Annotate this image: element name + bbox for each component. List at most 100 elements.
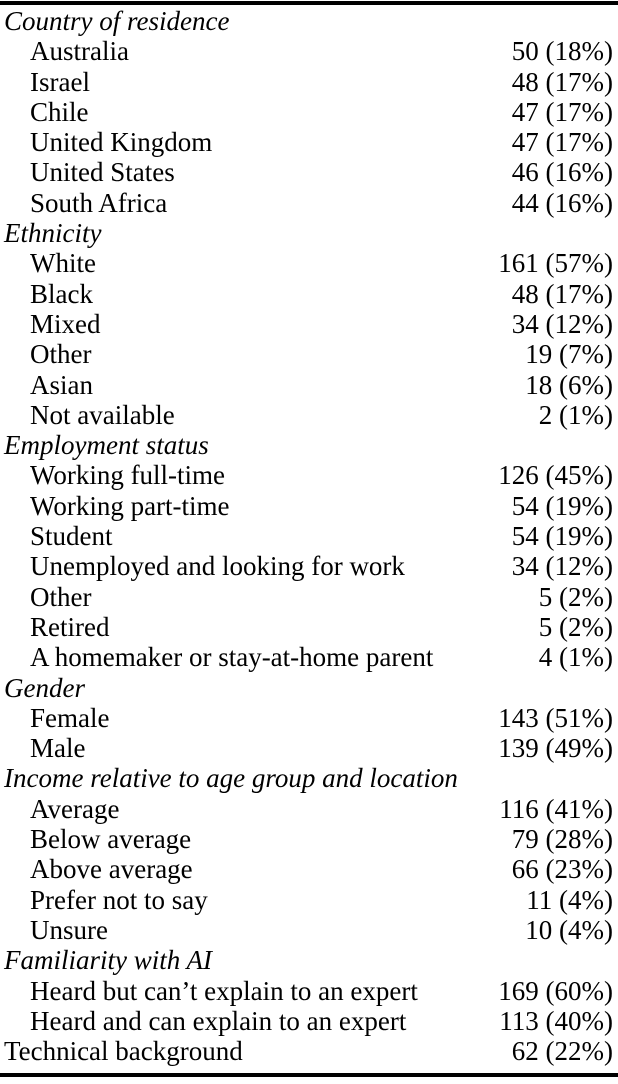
- row-value: 5 (2%): [538, 611, 613, 642]
- table-row: Not available 2 (1%): [4, 400, 613, 430]
- row-label: Prefer not to say: [30, 884, 208, 915]
- table-row: A homemaker or stay-at-home parent 4 (1%): [4, 642, 613, 672]
- row-label: Black: [30, 278, 93, 309]
- row-label: United States: [30, 157, 175, 188]
- row-label: Asian: [30, 369, 93, 400]
- table-row: Below average 79 (28%): [4, 824, 613, 854]
- row-label: Student: [30, 521, 113, 552]
- section-header-label: Employment status: [4, 430, 209, 461]
- table-row: Female 143 (51%): [4, 703, 613, 733]
- table-top-rule: [0, 1, 618, 5]
- row-value: 34 (12%): [511, 551, 613, 582]
- section-header-row: Familiarity with AI: [4, 945, 613, 975]
- row-value: 48 (17%): [511, 66, 613, 97]
- table-row: Unsure 10 (4%): [4, 915, 613, 945]
- row-value: 18 (6%): [525, 369, 613, 400]
- row-value: 113 (40%): [499, 1005, 613, 1036]
- table-row: Student 54 (19%): [4, 521, 613, 551]
- table-bottom-rule: [0, 1073, 618, 1077]
- section-header-label: Familiarity with AI: [4, 945, 212, 976]
- row-label: Working full-time: [30, 460, 226, 491]
- section-header-label: Technical background: [4, 1036, 243, 1067]
- row-value: 34 (12%): [511, 308, 613, 339]
- row-value: 169 (60%): [498, 975, 613, 1006]
- section-header-label: Country of residence: [4, 6, 230, 36]
- table-row: Prefer not to say 11 (4%): [4, 885, 613, 915]
- table-row: South Africa 44 (16%): [4, 188, 613, 218]
- row-label: Heard and can explain to an expert: [30, 1005, 407, 1036]
- row-label: Chile: [30, 96, 89, 127]
- row-value: 10 (4%): [525, 914, 613, 945]
- row-label: Below average: [30, 824, 192, 855]
- row-value: 143 (51%): [498, 702, 613, 733]
- row-value: 48 (17%): [511, 278, 613, 309]
- table-row: Retired 5 (2%): [4, 612, 613, 642]
- table-row: Black 48 (17%): [4, 279, 613, 309]
- table-row: Heard and can explain to an expert 113 (4…: [4, 1006, 613, 1036]
- table-row: Unemployed and looking for work 34 (12%): [4, 551, 613, 581]
- row-value: 2 (1%): [538, 399, 613, 430]
- section-header-row: Country of residence: [4, 6, 613, 36]
- section-header-label: Income relative to age group and locatio…: [4, 763, 458, 794]
- table-row: Mixed 34 (12%): [4, 309, 613, 339]
- table-row: United States 46 (16%): [4, 157, 613, 187]
- row-value: 46 (16%): [511, 157, 613, 188]
- table-row: Other 19 (7%): [4, 339, 613, 369]
- row-value: 139 (49%): [498, 733, 613, 764]
- table-row: Chile 47 (17%): [4, 97, 613, 127]
- section-header-row: Income relative to age group and locatio…: [4, 763, 613, 793]
- row-label: United Kingdom: [30, 127, 213, 158]
- row-label: Retired: [30, 611, 110, 642]
- table-row: White 161 (57%): [4, 248, 613, 278]
- row-label: Not available: [30, 399, 175, 430]
- row-label: Heard but can’t explain to an expert: [30, 975, 418, 1006]
- section-header-label: Gender: [4, 672, 85, 703]
- row-label: A homemaker or stay-at-home parent: [30, 642, 434, 673]
- row-label: Israel: [30, 66, 90, 97]
- table-row: Male 139 (49%): [4, 733, 613, 763]
- row-label: Working part-time: [30, 490, 230, 521]
- row-label: Above average: [30, 854, 193, 885]
- section-header-label: Ethnicity: [4, 218, 102, 249]
- section-header-row: Employment status: [4, 430, 613, 460]
- row-value: 44 (16%): [511, 187, 613, 218]
- row-label: Unsure: [30, 914, 108, 945]
- row-label: Mixed: [30, 308, 101, 339]
- section-header-row: Technical background 62 (22%): [4, 1036, 613, 1066]
- row-label: Average: [30, 793, 120, 824]
- row-value: 62 (22%): [511, 1036, 613, 1067]
- row-value: 161 (57%): [498, 248, 613, 279]
- table-row: Other 5 (2%): [4, 582, 613, 612]
- table-row: Heard but can’t explain to an expert 169 …: [4, 976, 613, 1006]
- row-value: 116 (41%): [499, 793, 613, 824]
- row-value: 54 (19%): [511, 521, 613, 552]
- row-value: 54 (19%): [511, 490, 613, 521]
- row-label: Unemployed and looking for work: [30, 551, 405, 582]
- row-label: South Africa: [30, 187, 168, 218]
- table-row: Australia 50 (18%): [4, 36, 613, 66]
- row-value: 47 (17%): [511, 96, 613, 127]
- table-row: Working full-time 126 (45%): [4, 460, 613, 490]
- row-value: 79 (28%): [511, 824, 613, 855]
- demographics-table: Country of residence Australia 50 (18%) Isr…: [4, 6, 613, 1066]
- table-row: Average 116 (41%): [4, 794, 613, 824]
- row-label: Australia: [30, 36, 129, 67]
- row-label: White: [30, 248, 96, 279]
- section-header-row: Ethnicity: [4, 218, 613, 248]
- row-value: 11 (4%): [526, 884, 613, 915]
- row-label: Female: [30, 702, 110, 733]
- row-label: Other: [30, 339, 92, 370]
- table-row: United Kingdom 47 (17%): [4, 127, 613, 157]
- row-label: Other: [30, 581, 92, 612]
- row-value: 50 (18%): [511, 36, 613, 67]
- row-value: 19 (7%): [525, 339, 613, 370]
- row-value: 126 (45%): [498, 460, 613, 491]
- row-value: 5 (2%): [538, 581, 613, 612]
- table-row: Asian 18 (6%): [4, 370, 613, 400]
- row-value: 47 (17%): [511, 127, 613, 158]
- row-value: 4 (1%): [538, 642, 613, 673]
- table-row: Above average 66 (23%): [4, 854, 613, 884]
- row-value: 66 (23%): [511, 854, 613, 885]
- table-row: Working part-time 54 (19%): [4, 491, 613, 521]
